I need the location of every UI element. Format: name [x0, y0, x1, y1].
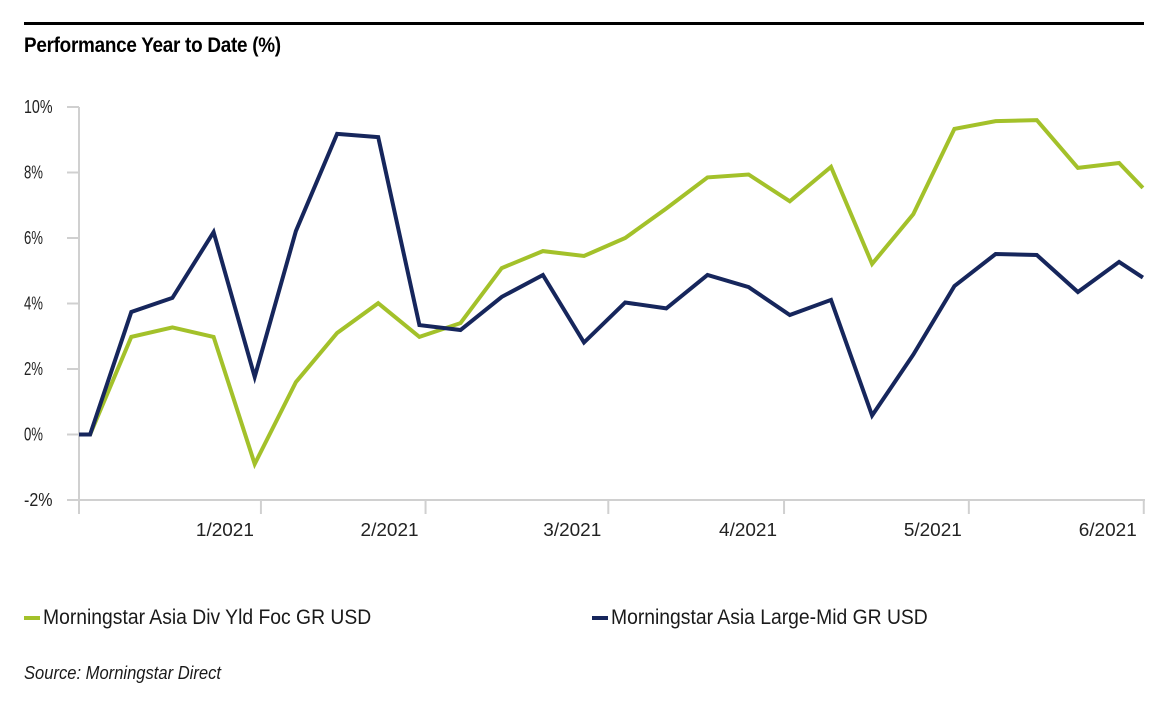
series-line-1	[79, 131, 1145, 437]
x-tick-label: 5/2021	[904, 520, 962, 540]
x-axis-ticks: 1/2021 2/2021 3/2021 4/2021 5/2021 6/2021	[78, 500, 1145, 540]
legend-item-large-mid: Morningstar Asia Large-Mid GR USD	[592, 606, 955, 630]
legend-item-div-yld: Morningstar Asia Div Yld Foc GR USD	[24, 606, 400, 630]
series-line-0	[79, 118, 1145, 470]
y-tick-label: 4%	[24, 294, 43, 314]
y-tick-label: -2%	[24, 490, 53, 510]
x-tick-label: 6/2021	[1079, 520, 1137, 540]
legend-label-div-yld: Morningstar Asia Div Yld Foc GR USD	[43, 606, 372, 629]
x-tick-label: 3/2021	[543, 520, 601, 540]
top-rule	[24, 22, 1144, 25]
y-tick-label: 0%	[24, 425, 43, 445]
x-tick-label: 4/2021	[719, 520, 777, 540]
legend-swatch-large-mid	[592, 616, 608, 620]
legend-label-large-mid: Morningstar Asia Large-Mid GR USD	[611, 606, 928, 629]
y-tick-label: 6%	[24, 228, 43, 248]
x-tick-label: 1/2021	[196, 520, 254, 540]
legend-swatch-div-yld	[24, 616, 40, 620]
y-axis-ticks: -2% 0% 2% 4% 6% 8% 10%	[24, 97, 79, 510]
chart-title: Performance Year to Date (%)	[24, 34, 281, 57]
series-lines	[79, 118, 1145, 470]
source-note: Source: Morningstar Direct	[24, 663, 221, 683]
y-tick-label: 10%	[24, 97, 53, 117]
line-chart: -2% 0% 2% 4% 6% 8% 10% 1/2021 2/2021 3/2021 4/202…	[24, 97, 1145, 540]
y-tick-label: 2%	[24, 359, 43, 379]
x-tick-label: 2/2021	[361, 520, 419, 540]
y-tick-label: 8%	[24, 163, 43, 183]
axes	[67, 107, 1145, 512]
